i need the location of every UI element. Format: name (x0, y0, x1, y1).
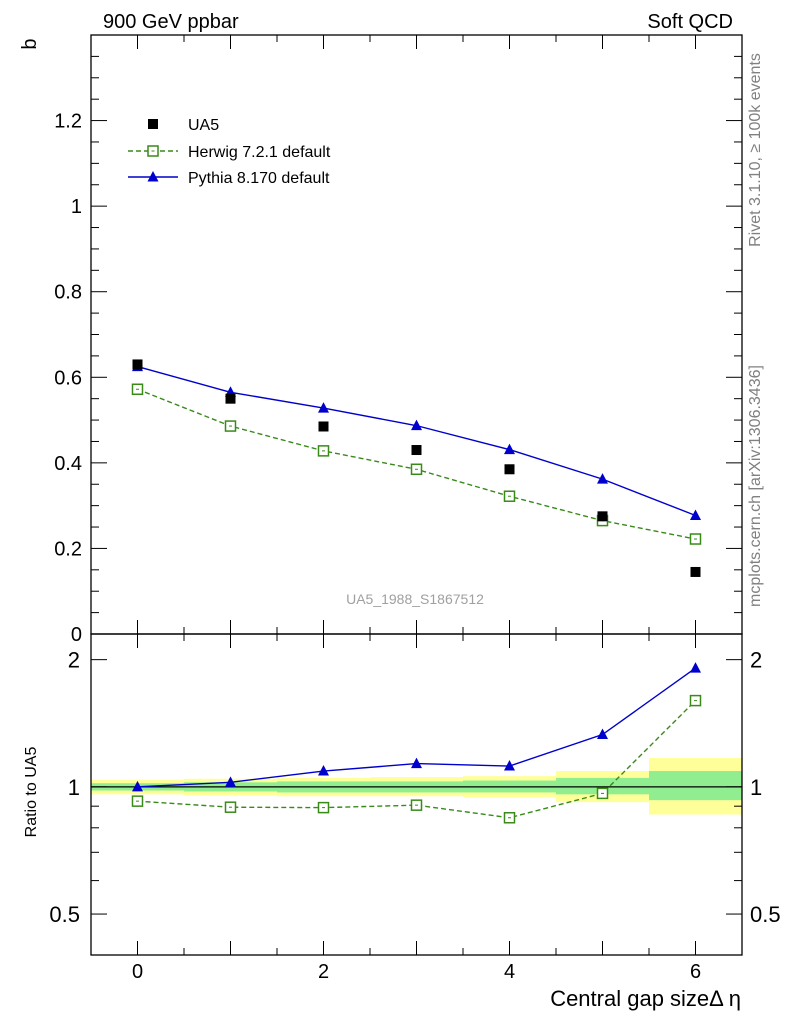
ratio-pythia-point-4 (504, 760, 515, 771)
header-left-text: 900 GeV ppbar (103, 11, 239, 33)
x-tick-label-4: 4 (504, 961, 515, 983)
pythia-point-2 (318, 402, 329, 413)
analysis-watermark: UA5_1988_S1867512 (346, 591, 484, 607)
main-y-tick-label-6: 1.2 (54, 111, 82, 133)
main-y-axis-label: b (19, 38, 41, 49)
ratio-y-tick-label-right-1: 1 (750, 775, 762, 800)
ratio-pythia-line (137, 667, 696, 788)
ua5-point-0 (132, 359, 143, 370)
legend-pythia-marker (147, 171, 159, 182)
ratio-y-tick-label-0: 0.5 (49, 902, 80, 927)
band-inner-5 (556, 777, 649, 795)
pythia-point-4 (504, 443, 515, 455)
x-tick-label-6: 6 (690, 961, 701, 983)
ratio-y-tick-label-1: 1 (68, 775, 80, 800)
ratio-pythia-point-6 (690, 662, 701, 673)
ratio-pythia-point-0 (132, 780, 143, 792)
ratio-y-tick-label-2: 2 (68, 648, 80, 673)
legend-label-1: Herwig 7.2.1 default (188, 144, 331, 161)
x-tick-label-0: 0 (132, 961, 143, 983)
pythia-line (137, 365, 696, 517)
rivet-version-text: Rivet 3.1.10, ≥ 100k events (747, 53, 764, 247)
ua5-point-1 (225, 393, 236, 404)
ratio-y-tick-label-right-0: 0.5 (750, 902, 781, 927)
main-y-tick-label-1: 0.2 (54, 538, 82, 560)
x-axis-label: Central gap sizeΔ η (550, 986, 741, 1011)
main-y-tick-label-3: 0.6 (54, 367, 82, 389)
main-y-tick-label-4: 0.8 (54, 282, 82, 304)
header-right-text: Soft QCD (647, 11, 733, 33)
pythia-point-5 (597, 473, 608, 484)
ua5-point-4 (504, 464, 515, 475)
ratio-pythia-point-3 (411, 757, 422, 769)
ua5-point-6 (690, 566, 701, 577)
main-y-tick-label-2: 0.4 (54, 453, 82, 475)
pythia-point-3 (411, 419, 422, 431)
ratio-pythia-point-5 (597, 728, 608, 740)
ua5-point-2 (318, 421, 329, 432)
mcplots-reference-text: mcplots.cern.ch [arXiv:1306.3436] (747, 365, 764, 607)
ratio-y-tick-label-right-2: 2 (750, 648, 762, 673)
x-tick-label-2: 2 (318, 961, 329, 983)
main-y-tick-label-0: 0 (71, 624, 82, 646)
ua5-point-5 (597, 511, 608, 522)
legend-label-0: UA5 (188, 117, 219, 134)
pythia-point-6 (690, 509, 701, 520)
legend-label-2: Pythia 8.170 default (188, 170, 330, 187)
band-inner-6 (649, 771, 742, 801)
ratio-y-axis-label: Ratio to UA5 (23, 747, 40, 838)
main-y-tick-label-5: 1 (71, 196, 82, 218)
ratio-pythia-point-2 (318, 765, 329, 776)
legend: UA5 Herwig 7.2.1 default Pythia 8.170 defa… (128, 117, 331, 187)
ua5-point-3 (411, 445, 422, 456)
legend-ua5-marker (148, 119, 158, 129)
ratio-pythia-point-1 (225, 776, 236, 787)
